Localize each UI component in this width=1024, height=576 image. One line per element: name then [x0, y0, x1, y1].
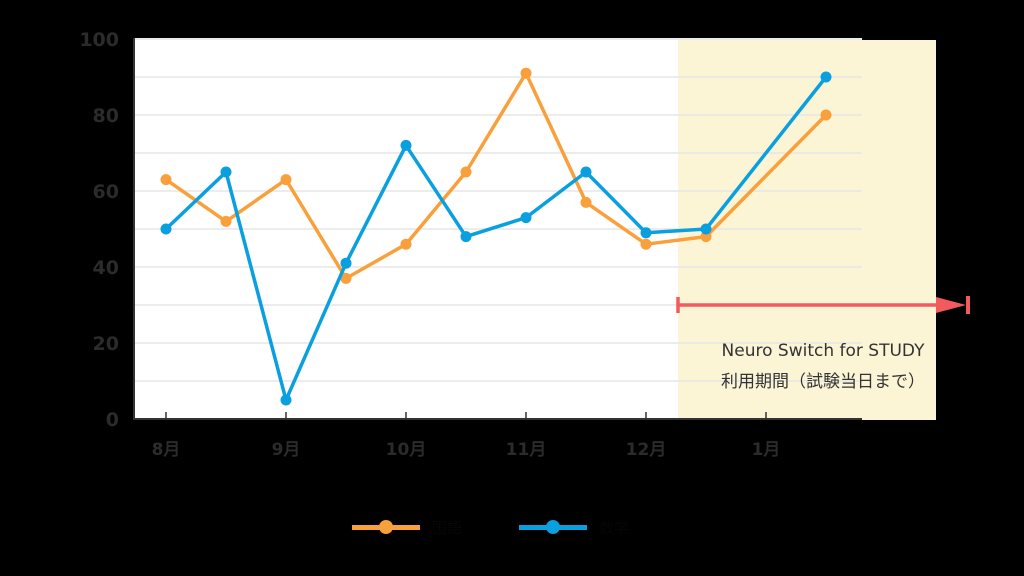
x-axis-labels: 8月 9月 10月 11月 12月 1月 [152, 412, 781, 460]
data-point [700, 223, 712, 235]
data-point [820, 71, 832, 83]
data-point [280, 174, 292, 186]
data-point [400, 238, 412, 250]
series-lines [160, 67, 832, 406]
legend-item-series-2: 数学 [519, 512, 629, 542]
data-point [580, 166, 592, 178]
data-point [460, 231, 472, 243]
axes [133, 38, 862, 420]
x-tick-label: 8月 [152, 440, 181, 460]
annotation-subtitle: 利用期間（試験当日まで） [721, 372, 925, 392]
data-point [640, 227, 652, 239]
data-point [280, 394, 292, 406]
legend-swatch-blue-icon [519, 512, 587, 542]
usage-period-highlight [678, 40, 936, 420]
data-point [220, 166, 232, 178]
legend-item-series-1: 国語 [352, 512, 462, 542]
data-point [580, 196, 592, 208]
legend-label: 数学 [599, 518, 630, 537]
data-point [340, 257, 352, 269]
y-tick-label: 0 [106, 409, 119, 431]
data-point [220, 215, 232, 227]
legend: 国語 数学 [0, 512, 1024, 542]
legend-swatch-orange-icon [352, 512, 420, 542]
x-tick-label: 11月 [506, 440, 547, 460]
legend-label: 国語 [432, 518, 463, 537]
data-point [700, 231, 712, 243]
y-tick-label: 60 [93, 181, 119, 203]
y-tick-label: 100 [79, 29, 119, 51]
data-point [520, 67, 532, 79]
x-tick-label: 12月 [626, 440, 667, 460]
data-point [640, 238, 652, 250]
data-point [520, 212, 532, 224]
gridlines [135, 38, 862, 382]
x-tick-label: 1月 [752, 440, 781, 460]
annotation-title: Neuro Switch for STUDY [722, 341, 926, 361]
x-tick-label: 10月 [386, 440, 427, 460]
y-axis-labels: 0 20 40 60 80 100 [79, 29, 119, 431]
data-point [340, 272, 352, 284]
usage-period-arrow [676, 296, 970, 314]
data-point [400, 139, 412, 151]
data-point [820, 109, 832, 121]
data-point [460, 166, 472, 178]
x-tick-label: 9月 [272, 440, 301, 460]
data-point [160, 223, 172, 235]
y-tick-label: 40 [93, 257, 119, 279]
data-point [160, 174, 172, 186]
y-tick-label: 20 [93, 333, 119, 355]
y-tick-label: 80 [93, 105, 119, 127]
